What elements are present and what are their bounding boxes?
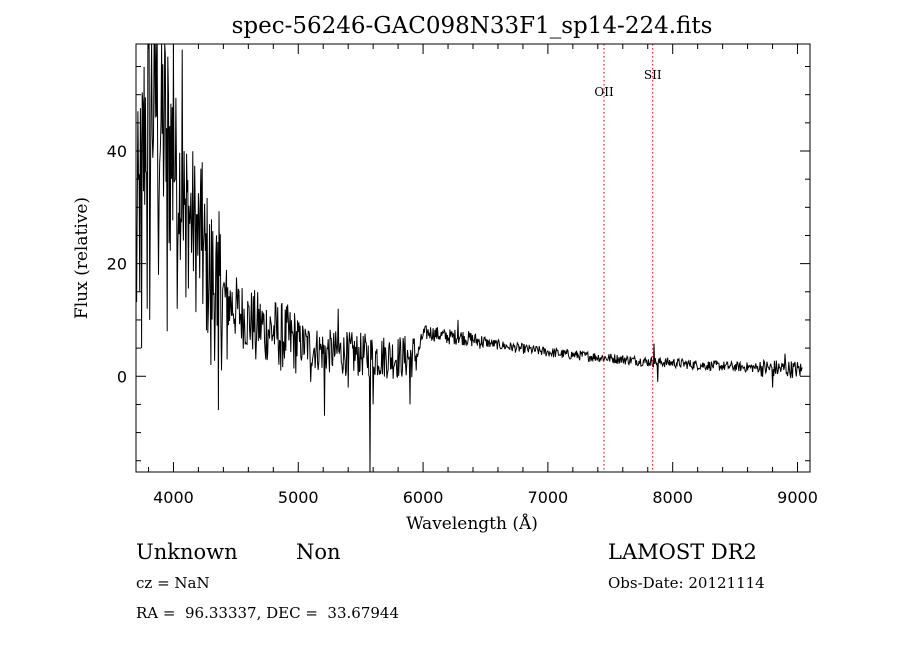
x-tick-label: 5000 [278, 488, 319, 507]
spectrum-line [135, 43, 803, 473]
x-tick-label: 8000 [652, 488, 693, 507]
y-tick-label: 20 [107, 255, 127, 274]
coordinates: RA = 96.33337, DEC = 33.67944 [136, 604, 400, 622]
object-subclass: Non [296, 540, 341, 564]
emission-line-markers: OII SII [594, 44, 662, 472]
plot-area [135, 43, 803, 473]
redshift-cz: cz = NaN [136, 574, 210, 592]
observation-date: Obs-Date: 20121114 [608, 574, 765, 592]
plot-frame [135, 43, 811, 473]
survey-name: LAMOST DR2 [608, 540, 757, 564]
line-label-sii: SII [644, 68, 662, 82]
y-tick-label: 40 [107, 142, 127, 161]
line-label-oii: OII [594, 85, 614, 99]
axes: 4000 5000 6000 7000 8000 9000 0 20 40 [107, 44, 818, 507]
x-tick-label: 4000 [153, 488, 194, 507]
object-class: Unknown [136, 540, 238, 564]
y-tick-label: 0 [117, 367, 127, 386]
x-axis-label: Wavelength (Å) [406, 513, 538, 534]
x-tick-label: 6000 [403, 488, 444, 507]
x-tick-label: 7000 [528, 488, 569, 507]
x-tick-label: 9000 [777, 488, 818, 507]
y-axis-label: Flux (relative) [72, 197, 92, 319]
chart-title: spec-56246-GAC098N33F1_sp14-224.fits [232, 13, 713, 39]
